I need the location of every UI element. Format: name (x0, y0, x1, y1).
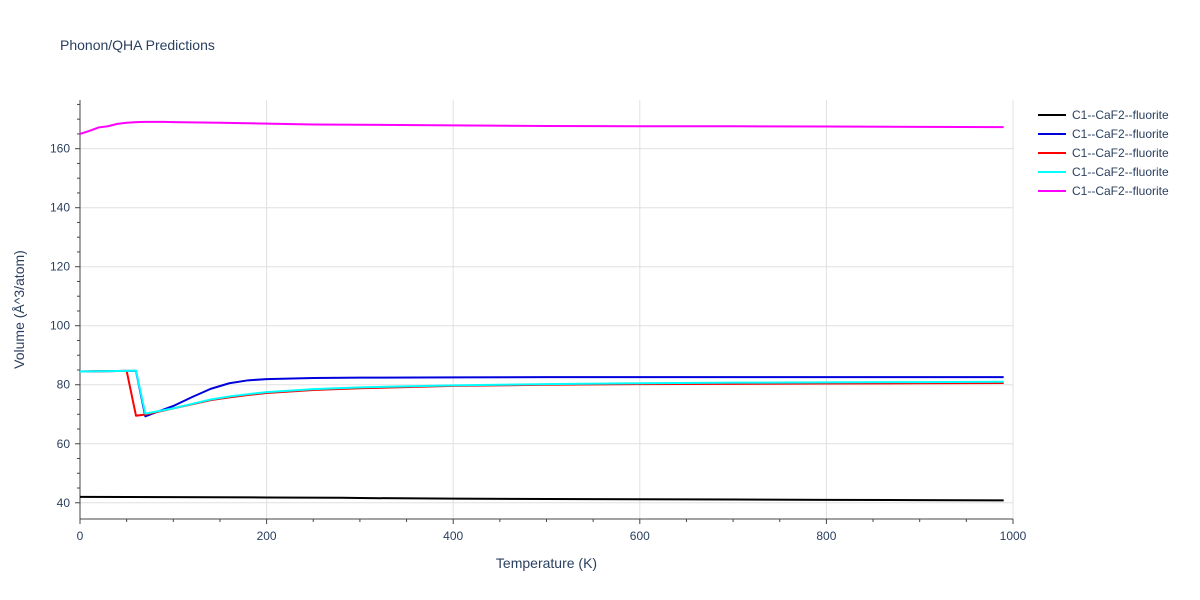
x-tick-label: 800 (816, 529, 836, 543)
legend-item-5[interactable]: C1--CaF2--fluorite (1038, 184, 1169, 198)
legend-item-4[interactable]: C1--CaF2--fluorite (1038, 165, 1169, 179)
legend-label: C1--CaF2--fluorite (1072, 127, 1169, 141)
x-tick-label: 600 (630, 529, 650, 543)
legend-label: C1--CaF2--fluorite (1072, 165, 1169, 179)
x-tick-label: 0 (77, 529, 84, 543)
y-axis-title: Volume (Å^3/atom) (11, 250, 27, 369)
y-tick-label: 140 (50, 201, 70, 215)
x-tick-label: 400 (443, 529, 463, 543)
legend-item-3[interactable]: C1--CaF2--fluorite (1038, 146, 1169, 160)
legend-label: C1--CaF2--fluorite (1072, 184, 1169, 198)
x-tick-label: 200 (257, 529, 277, 543)
x-tick-label: 1000 (1000, 529, 1027, 543)
grid (80, 100, 1014, 519)
y-tick-label: 80 (57, 378, 71, 392)
y-tick-label: 160 (50, 142, 70, 156)
series-line-2[interactable] (79, 369, 1004, 418)
chart-title: Phonon/QHA Predictions (60, 37, 215, 53)
y-tick-label: 40 (57, 496, 71, 510)
series-layer (79, 120, 1004, 502)
legend-item-2[interactable]: C1--CaF2--fluorite (1038, 127, 1169, 141)
legend-label: C1--CaF2--fluorite (1072, 108, 1169, 122)
y-tick-label: 100 (50, 319, 70, 333)
y-tick-label: 120 (50, 260, 70, 274)
legend[interactable]: C1--CaF2--fluorite C1--CaF2--fluorite C1--… (1038, 108, 1169, 198)
series-line-4[interactable] (79, 369, 1004, 415)
y-tick-label: 60 (57, 437, 71, 451)
series-line-5[interactable] (79, 120, 1004, 135)
series-line-1[interactable] (79, 495, 1004, 502)
x-axis-title: Temperature (K) (496, 555, 597, 571)
legend-item-1[interactable]: C1--CaF2--fluorite (1038, 108, 1169, 122)
legend-label: C1--CaF2--fluorite (1072, 146, 1169, 160)
axes: 0 200 400 600 800 1000 40 60 80 100 120 140 160 (50, 100, 1027, 543)
